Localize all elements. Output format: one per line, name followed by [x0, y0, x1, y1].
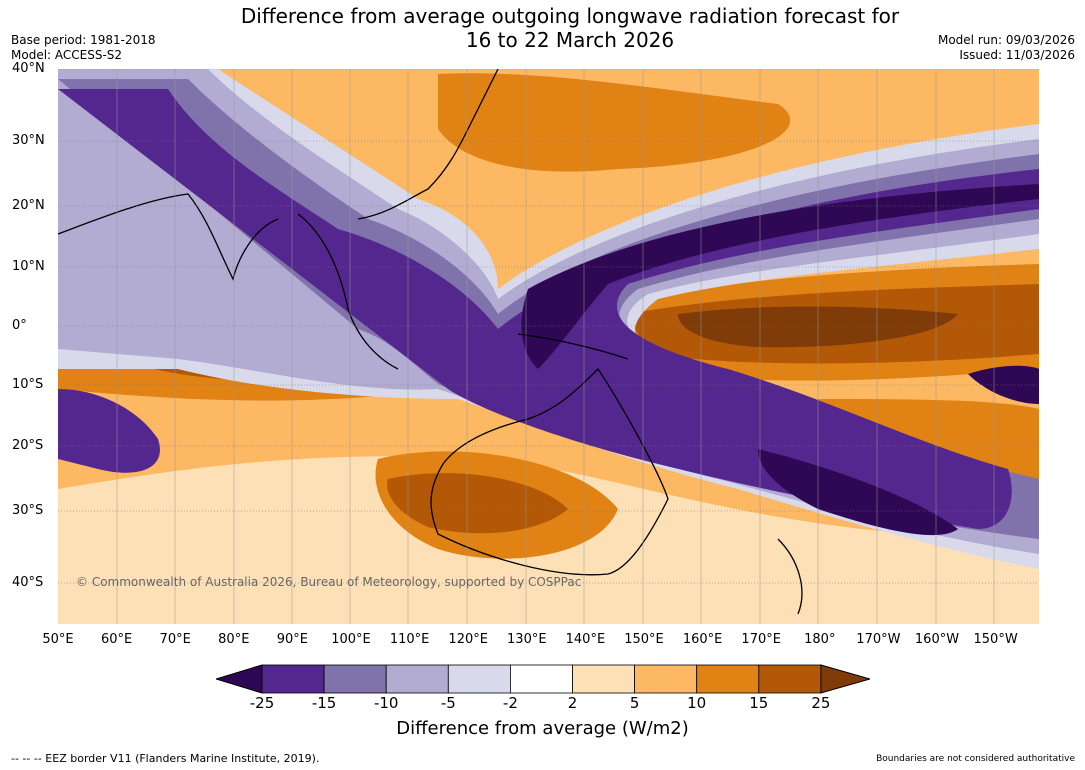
colorbar-tick-label: 2	[567, 694, 578, 712]
meta-right: Model run: 09/03/2026 Issued: 11/03/2026	[938, 33, 1075, 63]
boundaries-disclaimer: Boundaries are not considered authoritat…	[876, 754, 1075, 764]
colorbar-segment	[261, 664, 325, 694]
colorbar-max-arrow	[820, 664, 870, 694]
lon-label: 180°	[804, 632, 836, 647]
lon-label: 110°E	[389, 632, 430, 647]
colorbar	[216, 664, 870, 694]
lat-label: 30°N	[12, 133, 45, 148]
colorbar-tick-label: -10	[373, 694, 399, 712]
coastline-australia	[430, 367, 669, 576]
colorbar-tick-label: 25	[811, 694, 831, 712]
colorbar-segment	[758, 664, 822, 694]
anomaly-darkpurple-core	[521, 184, 1039, 369]
lat-label: 0°	[12, 318, 27, 333]
lon-label: 70°E	[159, 632, 191, 647]
coastlines	[58, 69, 803, 615]
lon-label: 150°E	[624, 632, 664, 647]
colorbar-tick-label: 5	[629, 694, 640, 712]
lat-label: 30°S	[12, 503, 44, 518]
colorbar-segment	[447, 664, 511, 694]
olr-anomaly-map: © Commonwealth of Australia 2026, Bureau…	[58, 69, 1039, 624]
coastline-new-zealand	[777, 538, 803, 615]
meridians	[116, 69, 995, 624]
colorbar-segment	[634, 664, 698, 694]
colorbar-segment	[572, 664, 635, 694]
lat-label: 20°N	[12, 198, 45, 213]
map-title: Difference from average outgoing longwav…	[0, 4, 1085, 52]
anomaly-darkpurple-southeast	[758, 449, 958, 536]
colorbar-tick-label: 10	[687, 694, 707, 712]
lon-label: 60°E	[100, 632, 133, 647]
colorbar-tick-label: 15	[749, 694, 769, 712]
coastline-india	[58, 193, 279, 281]
lon-label: 120°E	[448, 632, 488, 647]
model-name: Model: ACCESS-S2	[11, 48, 123, 62]
colorbar-tick-label: -5	[440, 694, 456, 712]
colorbar-segment	[385, 664, 449, 694]
lon-label: 50°E	[42, 632, 74, 647]
lon-label: 170°E	[741, 632, 781, 647]
colorbar-title: Difference from average (W/m2)	[396, 718, 689, 739]
title-line-2: 16 to 22 March 2026	[465, 28, 675, 52]
lat-label: 40°S	[12, 575, 44, 590]
lon-label: 100°E	[331, 632, 371, 647]
lon-label: 130°E	[507, 632, 547, 647]
lon-label: 160°W	[914, 632, 960, 647]
lat-label: 20°S	[12, 438, 44, 453]
lat-label: 10°N	[12, 259, 45, 274]
base-period: Base period: 1981-2018	[11, 33, 156, 47]
coastline-new-guinea	[517, 333, 629, 360]
copyright-text: © Commonwealth of Australia 2026, Bureau…	[76, 575, 581, 589]
lat-label: 40°N	[12, 61, 45, 76]
colorbar-tick-label: -25	[249, 694, 275, 712]
coastline-southeast-asia	[297, 213, 399, 370]
lon-label: 140°E	[565, 632, 606, 647]
colorbar-tick-label: -15	[311, 694, 337, 712]
colorbar-tick-label: -2	[502, 694, 518, 712]
coastline-china	[357, 69, 499, 220]
meta-left: Base period: 1981-2018 Model: ACCESS-S2	[11, 33, 156, 63]
model-run: Model run: 09/03/2026	[937, 33, 1075, 47]
eez-legend: -- -- -- EEZ border V11 (Flanders Marine…	[11, 752, 320, 765]
lon-label: 170°W	[856, 632, 901, 647]
colorbar-segment	[509, 664, 573, 694]
lon-label: 90°E	[276, 632, 309, 647]
issued-date: Issued: 11/03/2026	[959, 48, 1075, 62]
title-line-1: Difference from average outgoing longwav…	[240, 4, 900, 28]
lon-label: 80°E	[218, 632, 250, 647]
lon-label: 150°W	[973, 632, 1018, 647]
colorbar-segment	[323, 664, 387, 694]
anomaly-purple-southwest	[58, 389, 160, 473]
lon-label: 160°E	[682, 632, 723, 647]
lat-label: 10°S	[12, 377, 44, 392]
colorbar-min-arrow	[216, 664, 263, 694]
colorbar-segment	[696, 664, 760, 694]
